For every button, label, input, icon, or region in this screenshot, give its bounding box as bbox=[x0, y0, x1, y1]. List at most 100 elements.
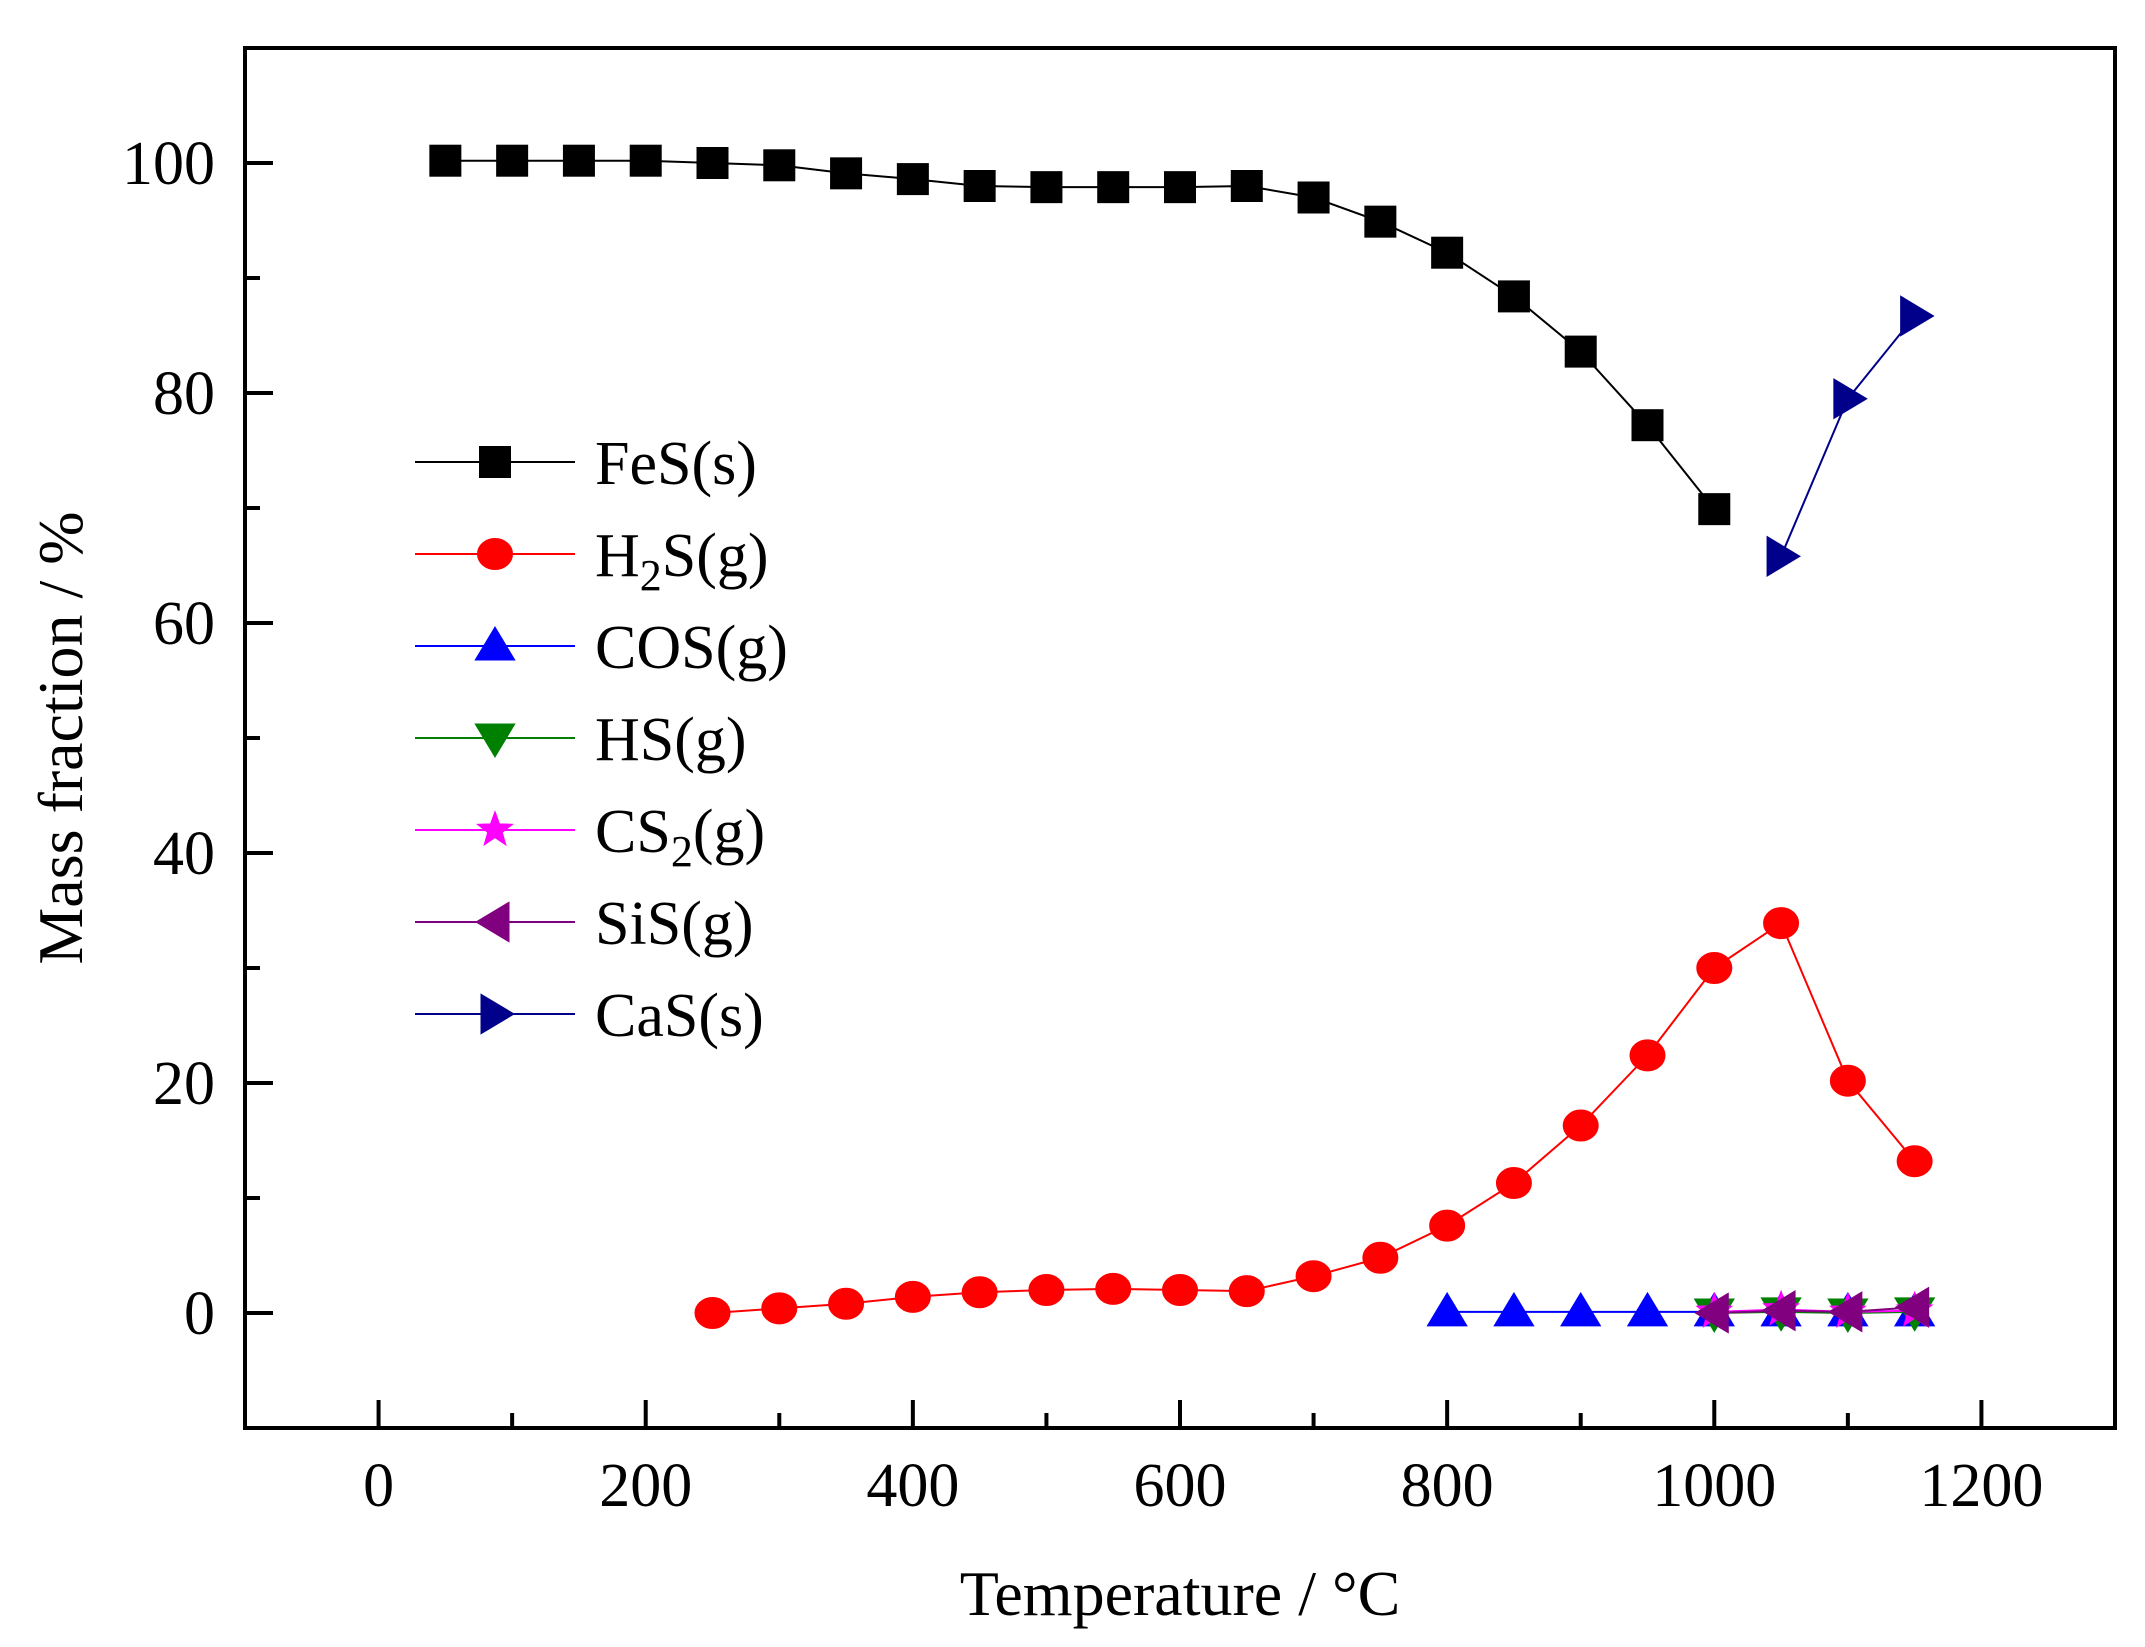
legend-text: (g) bbox=[693, 798, 765, 866]
y-tick-label: 80 bbox=[153, 360, 215, 428]
data-point bbox=[1162, 1274, 1198, 1306]
x-tick-label: 200 bbox=[599, 1452, 692, 1520]
legend-marker bbox=[479, 446, 511, 478]
x-tick-label: 600 bbox=[1134, 1452, 1227, 1520]
data-point bbox=[1495, 1167, 1532, 1200]
data-point bbox=[1028, 1274, 1065, 1306]
data-point bbox=[1694, 1292, 1729, 1334]
data-point bbox=[896, 163, 929, 196]
data-point bbox=[629, 144, 662, 177]
series-line bbox=[1780, 315, 1916, 557]
data-point bbox=[1030, 171, 1063, 204]
axis-ticks: 0 200 400 600 800 1000 1200 0 20 40 60 80 100 bbox=[122, 130, 2043, 1520]
legend-text: CS bbox=[595, 798, 671, 866]
data-point bbox=[562, 144, 595, 177]
series-SiS(g) bbox=[1694, 1286, 1930, 1334]
legend-item: HS(g) bbox=[415, 706, 747, 774]
legend-item: COS(g) bbox=[415, 614, 788, 682]
data-point bbox=[1560, 1291, 1602, 1327]
y-tick-label: 100 bbox=[122, 130, 215, 198]
legend-subscript: 2 bbox=[671, 827, 693, 876]
legend-label: CS2(g) bbox=[595, 798, 765, 876]
y-tick-label: 60 bbox=[153, 590, 215, 658]
data-point bbox=[1364, 205, 1397, 238]
data-point bbox=[830, 157, 863, 190]
legend-text: FeS(s) bbox=[595, 430, 757, 498]
data-point bbox=[1295, 1260, 1332, 1293]
y-tick-label: 40 bbox=[153, 820, 215, 888]
legend-subscript: 2 bbox=[640, 551, 662, 600]
legend-label: HS(g) bbox=[595, 706, 747, 774]
data-point bbox=[1228, 1275, 1265, 1308]
legend-item: SiS(g) bbox=[415, 890, 753, 958]
legend-marker bbox=[475, 901, 510, 943]
legend-text: COS(g) bbox=[595, 614, 788, 682]
data-point bbox=[1829, 1064, 1866, 1097]
legend-text: CaS(s) bbox=[595, 982, 764, 1050]
data-point bbox=[1564, 335, 1597, 368]
data-point bbox=[429, 144, 462, 177]
data-point bbox=[894, 1280, 931, 1313]
x-tick-label: 1000 bbox=[1652, 1452, 1776, 1520]
legend-text: H bbox=[595, 522, 640, 590]
data-point bbox=[963, 170, 996, 202]
legend-marker bbox=[476, 810, 514, 847]
data-point bbox=[1297, 181, 1330, 214]
data-point bbox=[1827, 1291, 1863, 1333]
y-tick-label: 20 bbox=[153, 1050, 215, 1118]
x-tick-label: 1200 bbox=[1919, 1452, 2043, 1520]
data-point bbox=[761, 1292, 798, 1325]
x-tick-label: 0 bbox=[363, 1452, 394, 1520]
data-point bbox=[1426, 1291, 1468, 1327]
data-point bbox=[1429, 1209, 1466, 1242]
x-axis-title: Temperature / °C bbox=[960, 1558, 1401, 1629]
data-point bbox=[1493, 1291, 1535, 1327]
series-line bbox=[1714, 1306, 1915, 1314]
data-point bbox=[496, 144, 529, 177]
legend-label: H2S(g) bbox=[595, 522, 769, 600]
legend-marker bbox=[474, 723, 516, 758]
data-point bbox=[1696, 952, 1733, 984]
x-tick-label: 800 bbox=[1401, 1452, 1494, 1520]
legend-label: COS(g) bbox=[595, 614, 788, 682]
data-point bbox=[1698, 493, 1731, 526]
data-point bbox=[1631, 409, 1664, 442]
data-point bbox=[1763, 907, 1800, 940]
series-FeS(s) bbox=[429, 144, 1731, 526]
legend-text: SiS(g) bbox=[595, 890, 753, 958]
data-point bbox=[1900, 295, 1935, 337]
legend-item: CS2(g) bbox=[415, 798, 765, 876]
data-point bbox=[1629, 1039, 1666, 1072]
x-tick-label: 400 bbox=[866, 1452, 959, 1520]
data-point bbox=[1896, 1145, 1933, 1178]
legend-label: SiS(g) bbox=[595, 890, 753, 958]
legend-label: FeS(s) bbox=[595, 430, 757, 498]
data-point bbox=[1497, 280, 1530, 313]
data-point bbox=[696, 147, 729, 179]
data-point bbox=[1562, 1109, 1599, 1142]
legend-marker bbox=[480, 993, 515, 1035]
data-point bbox=[1230, 170, 1263, 202]
y-axis-title: Mass fraction / % bbox=[25, 511, 96, 964]
data-point bbox=[1164, 171, 1196, 204]
data-point bbox=[1894, 1286, 1930, 1328]
data-point bbox=[1833, 378, 1868, 420]
legend-item: FeS(s) bbox=[415, 430, 757, 498]
data-point bbox=[763, 149, 796, 182]
series-CaS(s) bbox=[1766, 295, 1935, 577]
series-line bbox=[712, 921, 1916, 1314]
data-point bbox=[694, 1297, 731, 1329]
legend-item: H2S(g) bbox=[415, 522, 769, 600]
series-H2S(g) bbox=[694, 907, 1933, 1329]
legend-marker bbox=[474, 626, 516, 661]
series-layer bbox=[429, 144, 1936, 1334]
data-point bbox=[1761, 1290, 1796, 1332]
data-point bbox=[828, 1287, 865, 1320]
legend-label: CaS(s) bbox=[595, 982, 764, 1050]
data-point bbox=[1431, 236, 1464, 269]
legend-marker bbox=[477, 538, 513, 570]
data-point bbox=[1097, 171, 1130, 204]
legend-text: HS(g) bbox=[595, 706, 747, 774]
data-point bbox=[1362, 1241, 1399, 1274]
